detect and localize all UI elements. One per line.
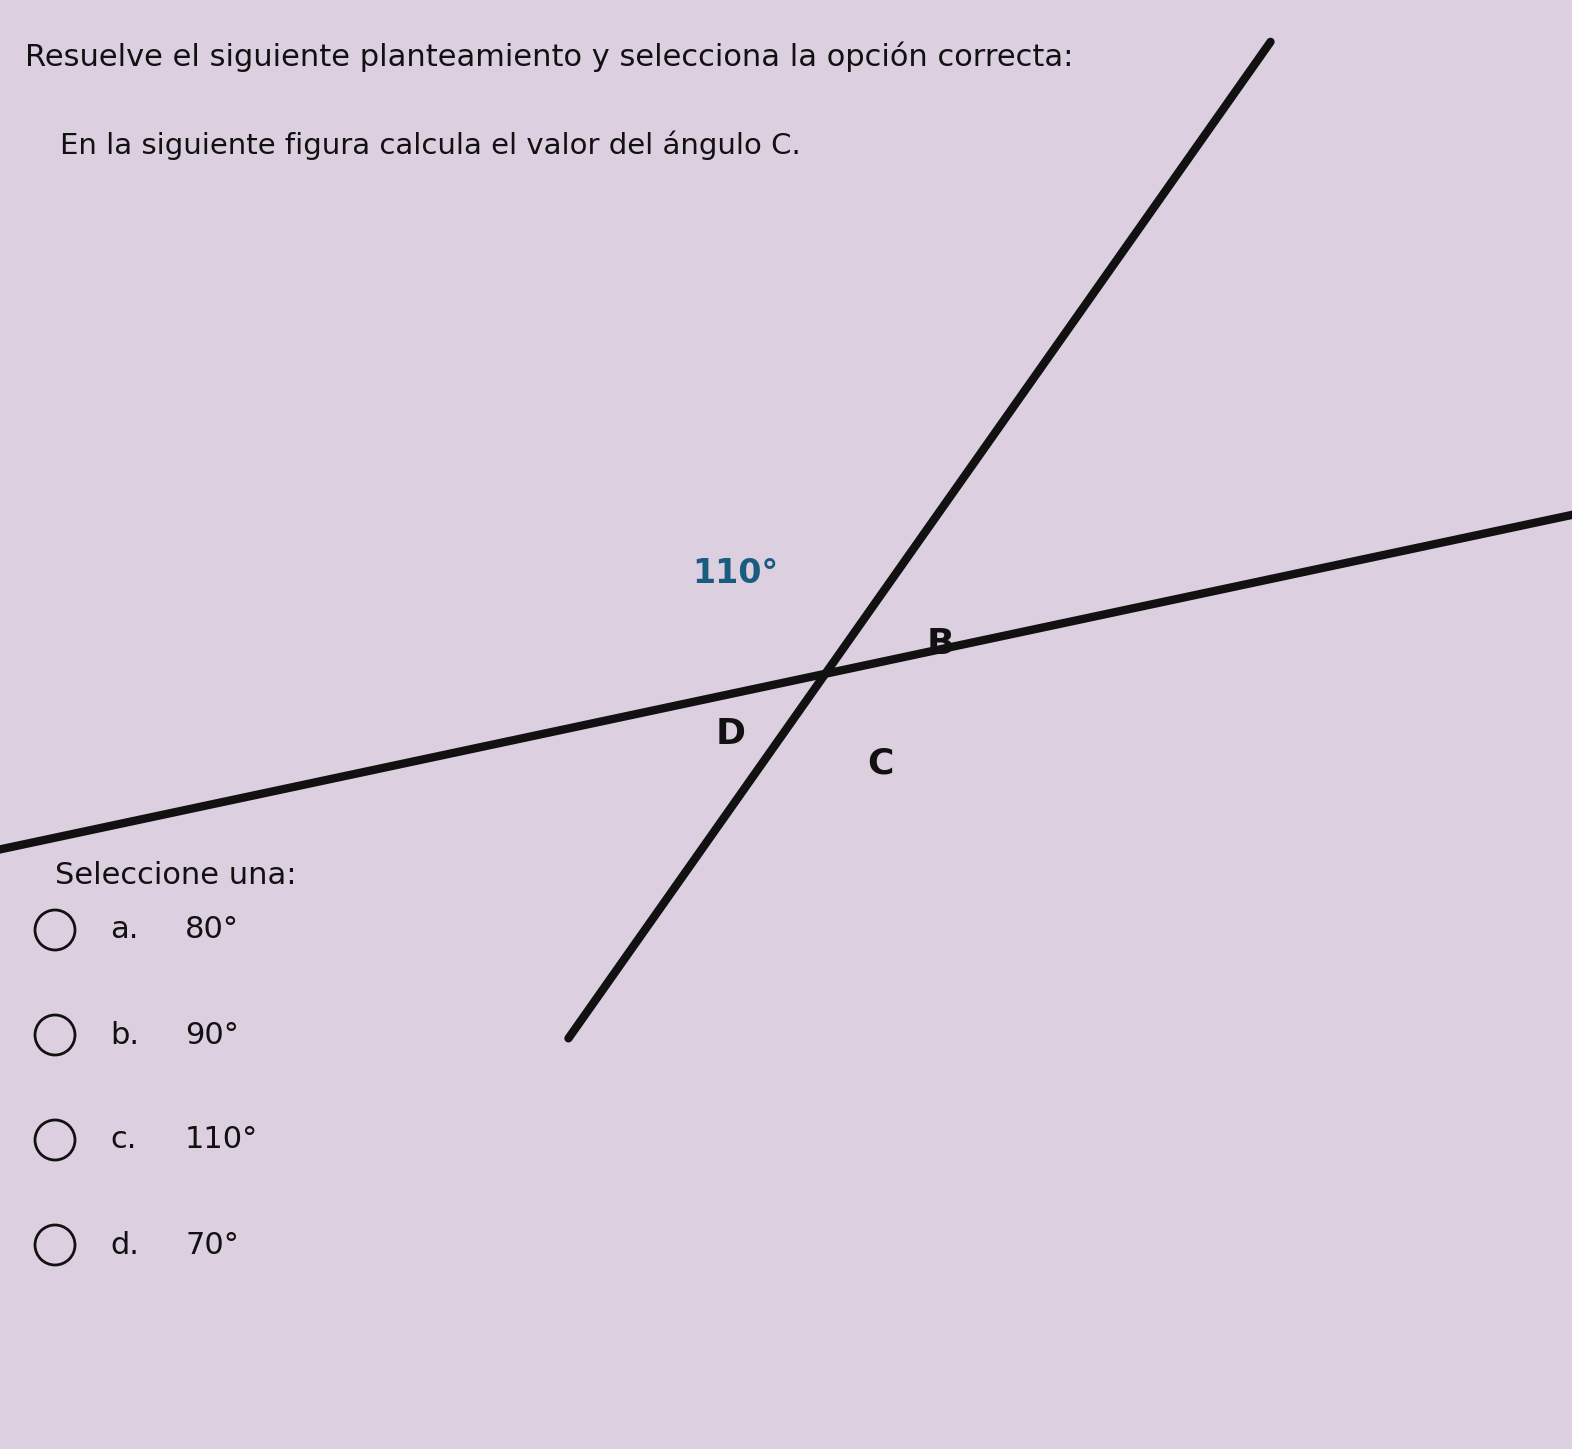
Text: 90°: 90° xyxy=(185,1020,239,1049)
Text: 70°: 70° xyxy=(185,1230,239,1259)
Text: 110°: 110° xyxy=(692,558,778,590)
Text: D: D xyxy=(715,717,745,751)
Text: En la siguiente figura calcula el valor del ángulo C.: En la siguiente figura calcula el valor … xyxy=(60,130,800,159)
Text: a.: a. xyxy=(110,916,138,945)
Text: 110°: 110° xyxy=(185,1126,258,1155)
Text: d.: d. xyxy=(110,1230,138,1259)
Text: c.: c. xyxy=(110,1126,137,1155)
Text: 80°: 80° xyxy=(185,916,239,945)
Text: Seleccione una:: Seleccione una: xyxy=(55,861,297,890)
Text: C: C xyxy=(868,746,893,781)
Text: B: B xyxy=(926,627,954,661)
Text: b.: b. xyxy=(110,1020,138,1049)
Text: Resuelve el siguiente planteamiento y selecciona la opción correcta:: Resuelve el siguiente planteamiento y se… xyxy=(25,42,1074,72)
